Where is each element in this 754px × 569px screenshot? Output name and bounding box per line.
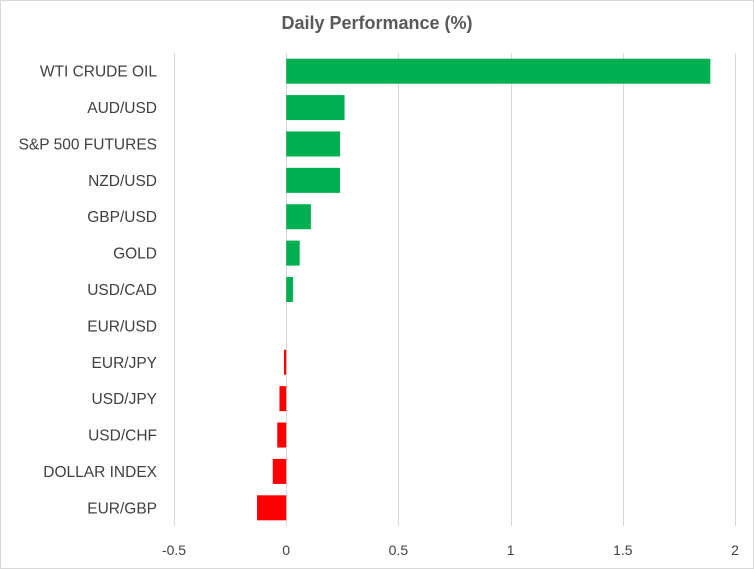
bars [257,58,711,521]
category-labels: WTI CRUDE OIL AUD/USD S&P 500 FUTURES NZD/U… [19,64,158,518]
bar-eur-gbp [257,495,287,521]
category-label-eur-gbp: EUR/GBP [87,500,157,517]
bar-gbp-usd [286,204,311,230]
bar-usd-cad [286,277,293,302]
category-label-nzd-usd: NZD/USD [88,173,157,190]
category-label-gbp-usd: GBP/USD [87,209,157,226]
bar-usd-chf [277,422,287,448]
category-label-usd-chf: USD/CHF [88,428,157,445]
x-tick-labels: -0.5 0 0.5 1 1.5 2 [162,542,739,558]
category-label-eur-jpy: EUR/JPY [92,355,157,372]
x-tick-label-1-5: 1.5 [613,542,633,558]
bar-aud-usd [286,95,345,121]
x-tick-label-2: 2 [731,542,739,558]
bar-eur-jpy [283,349,287,375]
category-label-eur-usd: EUR/USD [87,318,157,335]
bar-nzd-usd [286,167,341,193]
bar-usd-jpy [279,386,287,412]
bar-wti-crude-oil [286,58,711,84]
category-label-s-p-500-futures: S&P 500 FUTURES [19,136,157,153]
category-label-usd-jpy: USD/JPY [92,391,157,408]
bar-s-p-500-futures [286,131,341,157]
x-tick-label-1: 1 [507,542,515,558]
x-tick-label-0-5: -0.5 [162,542,186,558]
x-tick-label-0: 0 [282,542,290,558]
gridlines [174,53,736,526]
category-label-dollar-index: DOLLAR INDEX [43,464,157,481]
category-label-gold: GOLD [113,246,157,263]
category-label-aud-usd: AUD/USD [87,100,157,117]
category-label-usd-cad: USD/CAD [87,282,157,299]
chart-title: Daily Performance (%) [281,13,473,33]
bar-dollar-index [272,458,287,484]
bar-gold [286,240,300,266]
category-label-wti-crude-oil: WTI CRUDE OIL [40,64,157,81]
x-tick-label-0-5: 0.5 [389,542,409,558]
